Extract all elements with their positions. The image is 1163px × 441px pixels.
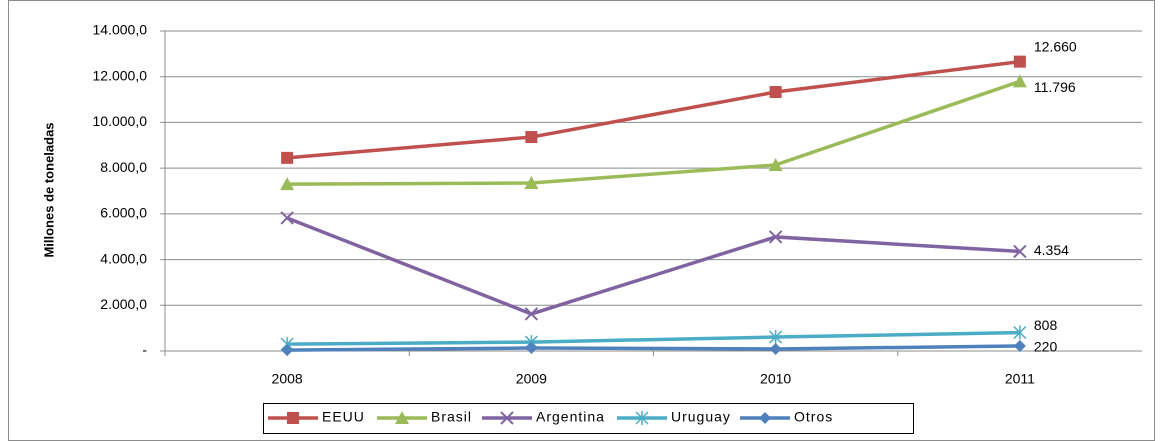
point [1013,55,1026,68]
legend-box [263,403,914,434]
data-label: 11.796 [1034,79,1076,95]
point [524,307,539,321]
point [1013,339,1026,352]
y-tick-label: 10.000,0 [93,113,148,129]
point [525,131,538,144]
point [525,342,538,355]
point [524,176,539,189]
y-tick-label: 6.000,0 [100,205,147,221]
legend-label: Otros [794,409,833,425]
x-tick-label: 2011 [1005,371,1035,387]
legend-label: EEUU [322,409,365,425]
point [1013,325,1027,340]
legend-label: Argentina [536,409,605,425]
legend-marker [500,411,514,425]
point [280,211,294,225]
y-axis-label: Millones de toneladas [41,122,56,257]
y-tick-label: - [142,342,147,358]
x-tick-label: 2008 [272,371,303,387]
legend-marker [635,411,649,425]
legend-marker [395,411,409,424]
legend-label: Uruguay [671,409,731,425]
chart-frame [8,0,1155,441]
point [280,177,295,191]
x-tick-label: 2010 [760,371,791,387]
y-tick-label: 2.000,0 [100,296,147,312]
legend-marker [287,412,299,424]
point [769,86,782,99]
point [769,342,782,355]
point [768,157,783,171]
data-label: 220 [1034,339,1058,355]
x-tick-label: 2009 [516,371,547,387]
point [1013,244,1027,259]
series-line [286,59,1021,160]
series-line [286,216,1020,316]
point [768,230,783,244]
data-label: 12.660 [1034,38,1077,54]
legend-marker [759,412,771,424]
series-line [287,79,1021,186]
y-tick-label: 4.000,0 [100,250,147,266]
y-tick-label: 14.000,0 [93,22,148,38]
point [281,344,294,357]
data-label: 4.354 [1034,242,1069,258]
point [1012,74,1027,88]
series-line [287,344,1020,352]
data-label: 808 [1034,317,1058,333]
series-line [287,330,1020,346]
point [769,330,783,345]
y-tick-label: 8.000,0 [100,159,147,175]
point [281,151,294,164]
y-tick-label: 12.000,0 [93,67,148,83]
legend-label: Brasil [431,409,472,425]
